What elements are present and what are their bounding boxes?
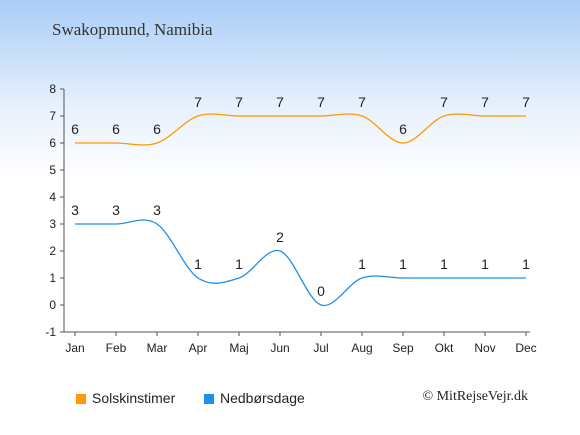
x-tick-label: Sep [392, 341, 414, 355]
x-tick-label: Dec [515, 341, 536, 355]
x-tick-label: Maj [229, 341, 248, 355]
y-tick-label: 4 [49, 190, 56, 204]
data-label-solskinstimer: 6 [399, 121, 407, 137]
x-tick-label: Jan [65, 341, 84, 355]
x-tick-label: Jul [313, 341, 328, 355]
legend-item-nedborsdage: Nedbørsdage [204, 390, 305, 406]
x-tick-label: Feb [106, 341, 127, 355]
y-tick-label: -1 [45, 325, 56, 339]
x-tick-label: Jun [270, 341, 289, 355]
y-tick-label: 5 [49, 163, 56, 177]
data-label-solskinstimer: 7 [235, 94, 243, 110]
x-tick-label: Nov [474, 341, 495, 355]
copyright: © MitRejseVejr.dk [422, 389, 528, 404]
legend-swatch-nedborsdage [204, 394, 214, 404]
data-label-solskinstimer: 7 [481, 94, 489, 110]
data-label-solskinstimer: 7 [317, 94, 325, 110]
y-tick-label: 2 [49, 244, 56, 258]
chart-title: Swakopmund, Namibia [52, 20, 213, 39]
data-label-solskinstimer: 7 [440, 94, 448, 110]
y-tick-label: 8 [49, 82, 56, 96]
data-label-solskinstimer: 6 [71, 121, 79, 137]
data-label-nedborsdage: 3 [153, 202, 161, 218]
legend-swatch-solskinstimer [76, 394, 86, 404]
legend-label-solskinstimer: Solskinstimer [92, 390, 176, 406]
y-tick-label: 6 [49, 136, 56, 150]
data-label-nedborsdage: 1 [399, 256, 407, 272]
data-label-nedborsdage: 1 [522, 256, 530, 272]
data-label-solskinstimer: 7 [358, 94, 366, 110]
data-label-nedborsdage: 3 [112, 202, 120, 218]
y-tick-label: 3 [49, 217, 56, 231]
x-tick-label: Mar [147, 341, 168, 355]
data-label-solskinstimer: 6 [153, 121, 161, 137]
data-label-solskinstimer: 7 [522, 94, 530, 110]
data-label-nedborsdage: 1 [440, 256, 448, 272]
legend-label-nedborsdage: Nedbørsdage [220, 390, 305, 406]
y-tick-label: 0 [49, 298, 56, 312]
legend-item-solskinstimer: Solskinstimer [76, 390, 175, 406]
data-label-nedborsdage: 1 [358, 256, 366, 272]
data-label-nedborsdage: 1 [194, 256, 202, 272]
data-label-nedborsdage: 1 [235, 256, 243, 272]
y-tick-label: 1 [49, 271, 56, 285]
series-line-solskinstimer [74, 113, 526, 146]
data-label-solskinstimer: 7 [276, 94, 284, 110]
data-label-nedborsdage: 1 [481, 256, 489, 272]
data-label-nedborsdage: 0 [317, 283, 325, 299]
x-tick-label: Okt [435, 341, 454, 355]
y-tick-label: 7 [49, 109, 56, 123]
x-tick-label: Apr [189, 341, 208, 355]
series-line-nedborsdage [75, 219, 526, 306]
x-tick-label: Aug [351, 341, 372, 355]
data-label-solskinstimer: 6 [112, 121, 120, 137]
data-label-solskinstimer: 7 [194, 94, 202, 110]
data-label-nedborsdage: 2 [276, 229, 284, 245]
data-label-nedborsdage: 3 [71, 202, 79, 218]
